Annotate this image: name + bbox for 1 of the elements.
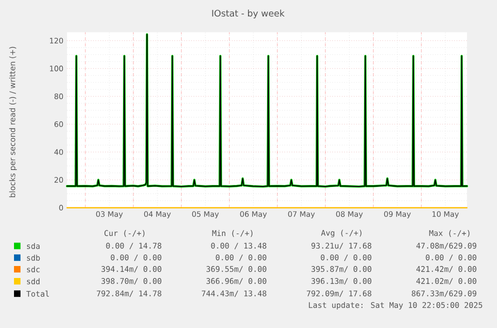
- chart-title: IOstat - by week: [212, 10, 285, 18]
